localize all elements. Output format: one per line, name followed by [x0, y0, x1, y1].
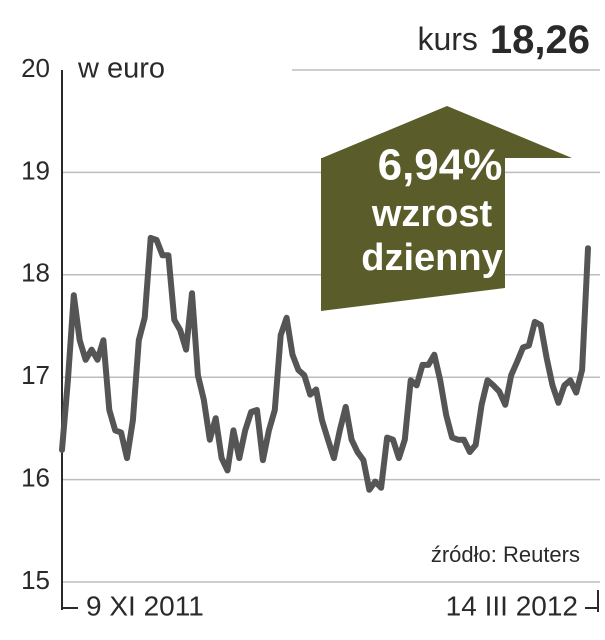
annotation-value: 6,94%	[378, 141, 503, 190]
annotation-text: wzrost	[371, 193, 493, 235]
x-tick-label: 9 XI 2011	[86, 590, 204, 621]
x-bracket	[61, 70, 599, 612]
price-line	[59, 234, 591, 493]
y-tick-label: 15	[21, 565, 50, 595]
source: źródło: Reuters	[431, 542, 580, 567]
x-tick-label: 14 III 2012	[446, 590, 578, 621]
annotation-arrow	[321, 106, 572, 311]
y-tick-label: 20	[21, 53, 50, 83]
headline-value: 18,26	[490, 18, 590, 62]
annotation-text: dzienny	[361, 237, 502, 279]
y-axis-label: w euro	[77, 53, 165, 85]
y-tick-label: 17	[21, 360, 50, 390]
y-tick-label: 18	[21, 258, 50, 288]
y-tick-label: 16	[21, 462, 50, 492]
y-tick-label: 19	[21, 155, 50, 185]
headline: kurs 18,26	[417, 18, 590, 62]
headline-label: kurs	[417, 21, 477, 57]
